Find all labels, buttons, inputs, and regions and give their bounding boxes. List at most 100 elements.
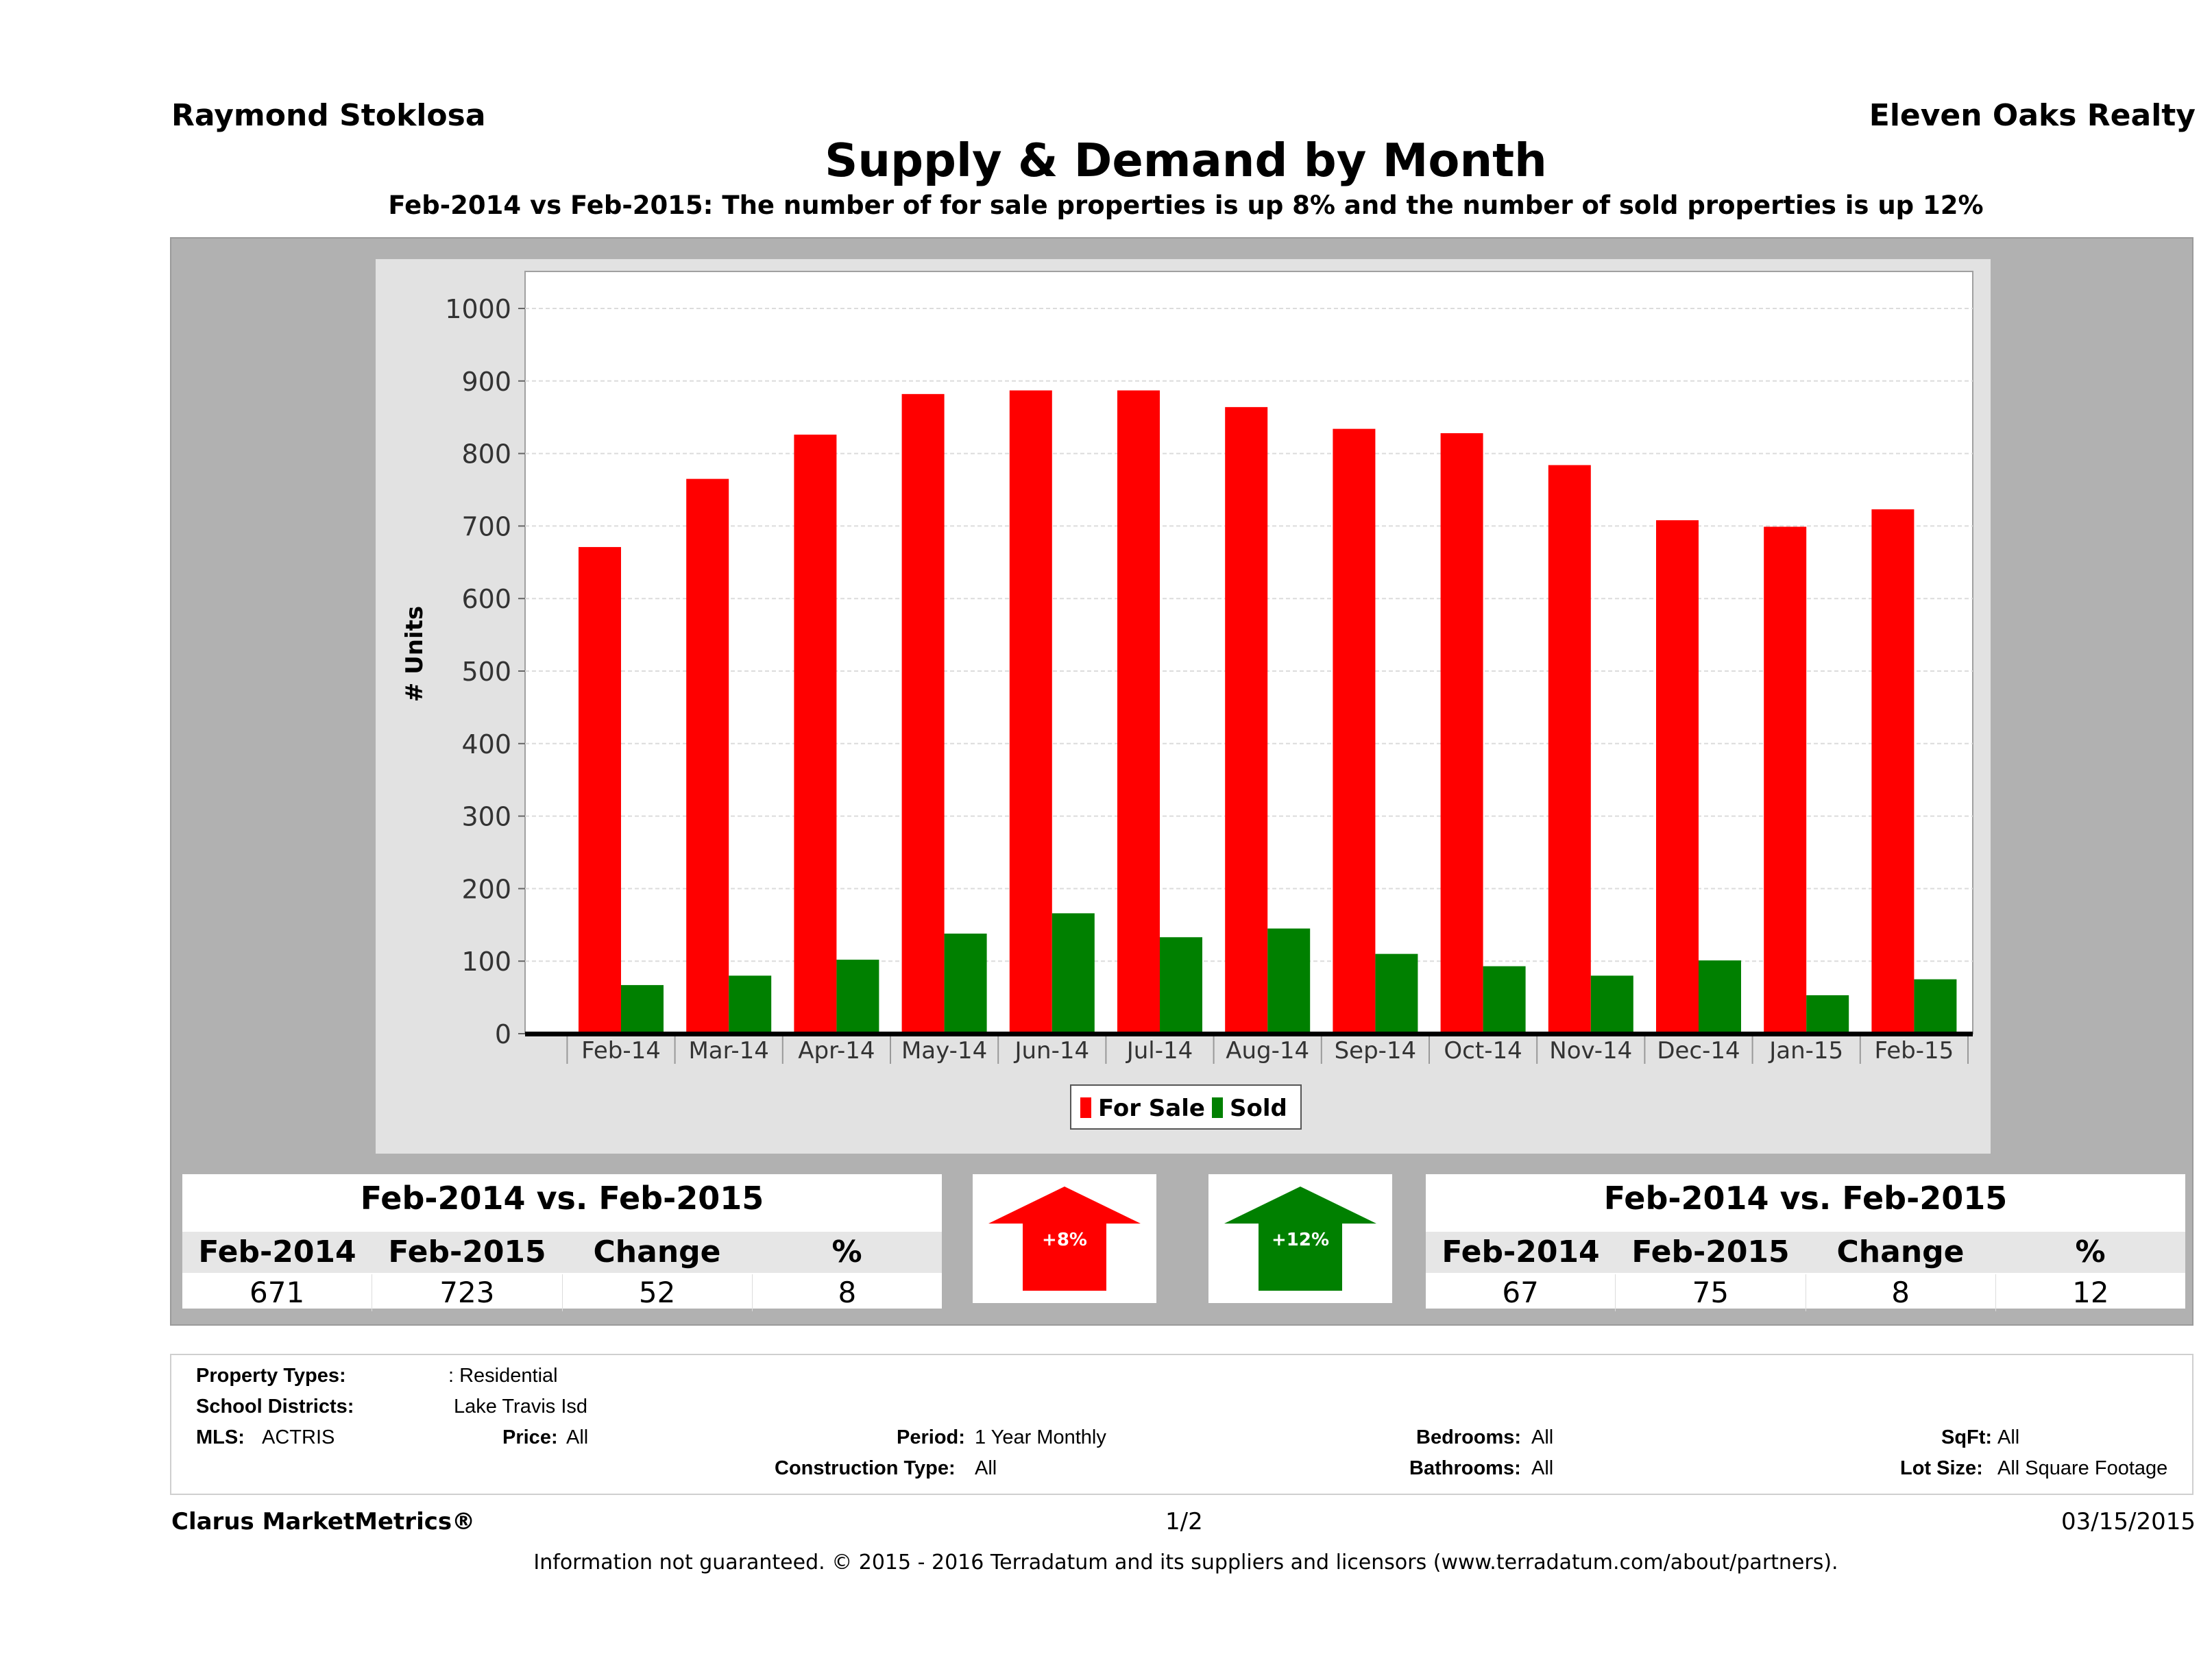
bar-sold (1267, 928, 1311, 1034)
value-cell: 671 (182, 1274, 373, 1311)
x-tick-label: May-14 (901, 1037, 987, 1065)
for-sale-stats-header: Feb-2014 Feb-2015 Change % (182, 1232, 942, 1273)
header-cell: Feb-2015 (388, 1235, 546, 1269)
y-tick-label: 800 (461, 439, 511, 470)
bar-for-sale (579, 547, 621, 1034)
filter-value: ACTRIS (262, 1426, 335, 1448)
for-sale-change-box: +8% (973, 1174, 1156, 1303)
header-cell: Feb-2014 (198, 1235, 356, 1269)
filter-value: All (566, 1426, 589, 1448)
up-arrow-icon (1224, 1187, 1376, 1291)
bar-sold (836, 960, 879, 1034)
bar-sold (1806, 995, 1849, 1034)
x-tick-label: Aug-14 (1226, 1037, 1309, 1065)
agent-name: Raymond Stoklosa (171, 98, 486, 133)
header-cell: % (831, 1235, 862, 1269)
bar-for-sale (1009, 390, 1052, 1034)
sold-stats-header: Feb-2014 Feb-2015 Change % (1426, 1232, 2185, 1273)
y-tick-label: 600 (461, 584, 511, 614)
value-cell: 75 (1616, 1274, 1806, 1311)
filter-label: Price: (502, 1426, 558, 1448)
filter-value: All (1531, 1426, 1554, 1448)
bar-sold (1375, 953, 1418, 1034)
filter-value: All (1997, 1426, 2020, 1448)
y-tick-label: 300 (461, 802, 511, 832)
bar-for-sale (901, 393, 945, 1034)
filter-label: Bedrooms: (1416, 1426, 1522, 1448)
value-cell: 52 (563, 1274, 753, 1311)
bar-sold (1160, 937, 1202, 1034)
bar-sold (1914, 979, 1957, 1034)
y-tick-label: 700 (461, 511, 511, 542)
y-tick-label: 400 (461, 729, 511, 759)
value-cell: 723 (372, 1274, 563, 1311)
x-tick-label: Jan-15 (1768, 1037, 1843, 1065)
header-cell: Change (593, 1235, 721, 1269)
value-cell: 12 (2072, 1276, 2109, 1309)
bar-chart: 0 100 200 300 400 500 600 700 800 900 1000 # Units F… (401, 271, 1973, 1130)
bar-sold (1699, 960, 1741, 1034)
bar-for-sale (1440, 433, 1483, 1034)
value-cell: 8 (838, 1276, 857, 1309)
legend-swatch-for-sale (1080, 1097, 1091, 1118)
y-tick-label: 200 (461, 874, 511, 904)
filter-value: All (1531, 1457, 1554, 1479)
filter-label: Lot Size: (1900, 1457, 1983, 1479)
x-tick-label: Apr-14 (798, 1037, 875, 1065)
x-tick-label: Mar-14 (688, 1037, 769, 1065)
report-subtitle: Feb-2014 vs Feb-2015: The number of for … (388, 191, 1984, 220)
bar-for-sale (794, 435, 837, 1034)
sold-change-box: +12% (1208, 1174, 1392, 1303)
sold-stats-title: Feb-2014 vs. Feb-2015 (1603, 1180, 2008, 1217)
y-axis-label: # Units (401, 606, 428, 702)
y-tick-label: 900 (461, 367, 511, 397)
company-name: Eleven Oaks Realty (1869, 98, 2196, 133)
sold-stats: Feb-2014 vs. Feb-2015 Feb-2014 Feb-2015 … (1426, 1174, 2185, 1311)
for-sale-stats-values: 671 723 52 8 (182, 1274, 942, 1311)
x-tick-label: Sep-14 (1335, 1037, 1417, 1065)
value-cell: 8 (1806, 1274, 1996, 1311)
filter-label: SqFt: (1941, 1426, 1993, 1448)
legend-box (1070, 1084, 1302, 1130)
bar-sold (1483, 966, 1526, 1034)
header-cell: Change (1836, 1235, 1965, 1269)
header-cell: Feb-2015 (1631, 1235, 1790, 1269)
x-tick-label: Jul-14 (1126, 1037, 1193, 1065)
bar-sold (944, 933, 987, 1034)
y-tick-label: 500 (461, 657, 511, 687)
bar-sold (729, 975, 772, 1034)
filter-value: All (975, 1457, 997, 1479)
y-tick-label: 1000 (445, 294, 511, 324)
x-tick-label: Nov-14 (1549, 1037, 1632, 1065)
bar-for-sale (1548, 465, 1591, 1034)
bar-for-sale (1764, 526, 1807, 1034)
bar-for-sale (1656, 520, 1699, 1034)
bar-for-sale (686, 478, 729, 1034)
report-date: 03/15/2015 (2061, 1508, 2196, 1535)
up-arrow-icon (988, 1187, 1141, 1291)
filter-value: All Square Footage (1997, 1457, 2168, 1479)
filter-value: : Residential (448, 1365, 558, 1387)
x-tick-label: Dec-14 (1657, 1037, 1740, 1065)
y-tick-label: 100 (461, 947, 511, 977)
for-sale-stats: Feb-2014 vs. Feb-2015 Feb-2014 Feb-2015 … (182, 1174, 942, 1311)
filter-value: 1 Year Monthly (975, 1426, 1106, 1448)
x-tick-label: Feb-15 (1875, 1037, 1954, 1065)
legend-swatch-sold (1212, 1097, 1223, 1118)
filter-label: Period: (897, 1426, 965, 1448)
sold-arrow-label: +12% (1272, 1230, 1329, 1250)
y-tick-label: 0 (495, 1019, 511, 1049)
for-sale-stats-title: Feb-2014 vs. Feb-2015 (360, 1180, 764, 1217)
chart-panel: 0 100 200 300 400 500 600 700 800 900 1000 # Units F… (376, 259, 1991, 1154)
sold-stats-values: 67 75 8 12 (1426, 1274, 2185, 1311)
x-tick-label: Feb-14 (581, 1037, 661, 1065)
filter-label: Construction Type: (775, 1457, 956, 1479)
bar-for-sale (1333, 428, 1376, 1034)
x-tick-label: Jun-14 (1013, 1037, 1089, 1065)
bar-for-sale (1871, 509, 1915, 1034)
legend-label-for-sale: For Sale (1098, 1095, 1205, 1122)
filter-label: Bathrooms: (1409, 1457, 1521, 1479)
header-cell: % (2075, 1235, 2106, 1269)
bar-sold (1052, 913, 1095, 1034)
for-sale-arrow-label: +8% (1042, 1230, 1087, 1250)
